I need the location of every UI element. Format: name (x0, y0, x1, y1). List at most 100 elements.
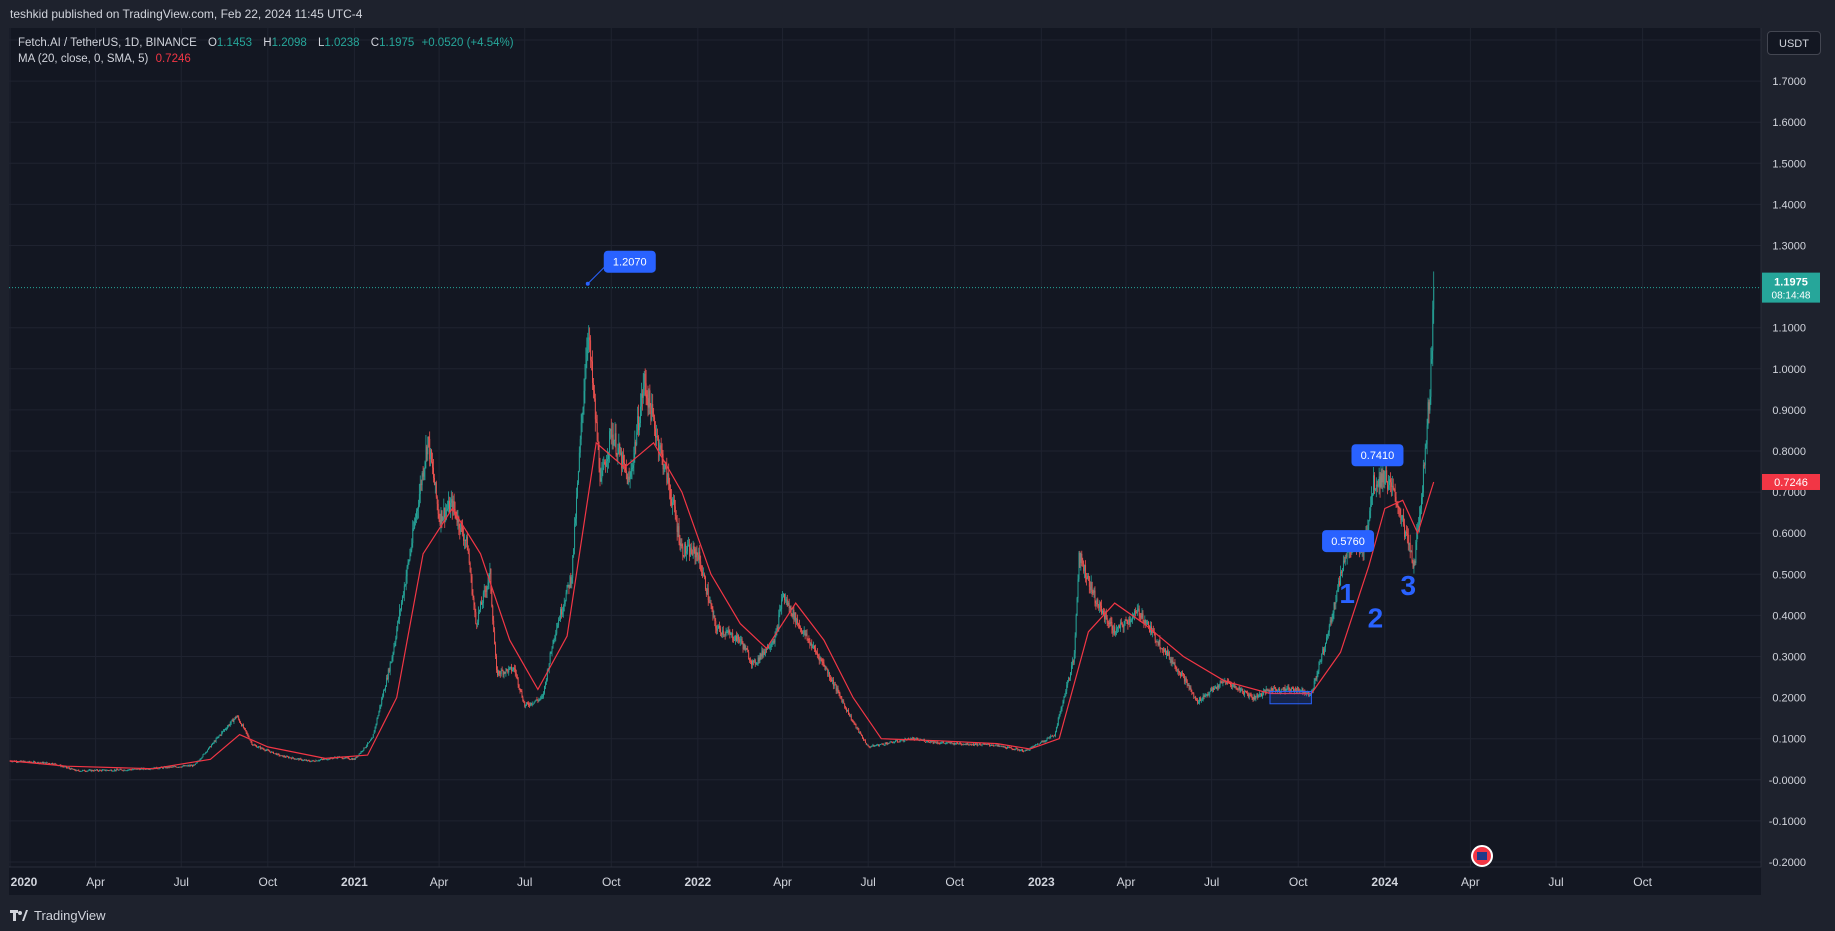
candle-body (1391, 485, 1393, 487)
candle-body (1098, 605, 1100, 608)
change-value: +0.0520 (+4.54%) (421, 37, 514, 49)
candle-body (1416, 531, 1418, 543)
candle-body (91, 770, 93, 772)
low-label: L (318, 37, 325, 49)
candle-body (1083, 563, 1085, 572)
price-tick-label: 1.3000 (1772, 241, 1806, 253)
candle-body (1404, 524, 1406, 537)
candle-body (701, 570, 703, 573)
candle-body (977, 744, 979, 746)
candle-body (102, 769, 104, 771)
candle-body (1417, 528, 1419, 532)
candle-body (390, 661, 392, 664)
candle-body (671, 498, 673, 506)
wave-count-label: 2 (1368, 603, 1384, 634)
candle-body (938, 743, 940, 745)
candle-body (1400, 515, 1402, 520)
candle-body (944, 742, 946, 744)
candle-body (37, 762, 39, 764)
candle-body (835, 685, 837, 691)
candle-body (1041, 741, 1043, 743)
chart-pane[interactable] (9, 28, 1761, 895)
candle-body (449, 500, 450, 513)
candle-body (1376, 484, 1378, 486)
candle-body (614, 433, 616, 442)
ma-legend-row[interactable]: MA (20, close, 0, SMA, 5) 0.7246 (18, 51, 514, 67)
candle-body (1375, 484, 1377, 490)
candle-body (1101, 605, 1103, 614)
candle-body (168, 766, 170, 768)
candle-body (939, 743, 941, 745)
candle-body (107, 770, 109, 771)
candle-body (729, 632, 731, 635)
candle-body (733, 639, 735, 641)
candle-body (66, 767, 68, 769)
candle-body (1424, 448, 1426, 466)
candle-body (98, 769, 100, 771)
candle-body (372, 734, 374, 738)
candle-body (625, 464, 626, 471)
candle-body (422, 473, 424, 477)
candle-body (383, 690, 385, 697)
candle-body (903, 740, 905, 742)
candle-body (1422, 465, 1424, 493)
candle-body (175, 766, 177, 768)
candle-body (848, 709, 849, 715)
candle-body (863, 738, 864, 740)
candle-body (290, 757, 291, 759)
candle-body (1270, 688, 1272, 691)
candle-body (1077, 579, 1079, 598)
candle-body (740, 639, 742, 641)
candle-body (600, 478, 602, 482)
candle-body (289, 757, 290, 759)
candle-body (619, 443, 621, 455)
symbol-legend-row[interactable]: Fetch.AI / TetherUS, 1D, BINANCE O1.1453… (18, 35, 514, 51)
candle-body (1155, 640, 1157, 642)
candle-body (428, 436, 430, 439)
candle-body (626, 473, 628, 485)
candle-body (450, 499, 452, 503)
candle-body (277, 753, 279, 755)
candle-body (1322, 649, 1324, 654)
time-tick-label: Jul (517, 875, 532, 889)
candle-body (1116, 628, 1118, 633)
time-tick-label: 2023 (1028, 875, 1055, 889)
candle-body (314, 761, 316, 763)
candle-body (178, 766, 180, 768)
candle-body (1286, 688, 1288, 690)
candle-body (716, 628, 718, 632)
currency-unit-button[interactable]: USDT (1767, 31, 1821, 55)
candle-body (1260, 693, 1262, 695)
time-tick-label: Apr (1461, 875, 1480, 889)
candle-body (376, 718, 378, 724)
candle-body (1379, 476, 1381, 487)
ma-price-badge (1762, 473, 1820, 490)
candle-body (530, 702, 532, 705)
candle-body (278, 754, 280, 756)
time-tick-label: 2024 (1371, 875, 1398, 889)
candle-body (478, 611, 480, 622)
candle-body (874, 745, 876, 747)
candle-body (1338, 581, 1340, 590)
candle-body (204, 753, 206, 755)
time-tick-label: Jul (1204, 875, 1219, 889)
candle-body (481, 603, 483, 605)
candle-body (137, 768, 139, 770)
candle-body (392, 652, 394, 658)
candle-body (1115, 632, 1117, 635)
tradingview-brand[interactable]: TradingView (10, 908, 106, 923)
candle-body (465, 540, 466, 541)
candle-body (1294, 689, 1296, 691)
candle-body (607, 458, 609, 462)
candle-body (1108, 622, 1110, 624)
us-flag-icon[interactable] (1471, 845, 1493, 867)
candle-body (567, 584, 569, 586)
candle-body (664, 463, 666, 469)
candle-body (656, 436, 657, 438)
candle-body (352, 758, 354, 760)
candle-body (886, 743, 888, 745)
candle-body (1377, 485, 1379, 487)
candle-body (1173, 662, 1175, 664)
candle-body (1223, 681, 1225, 683)
